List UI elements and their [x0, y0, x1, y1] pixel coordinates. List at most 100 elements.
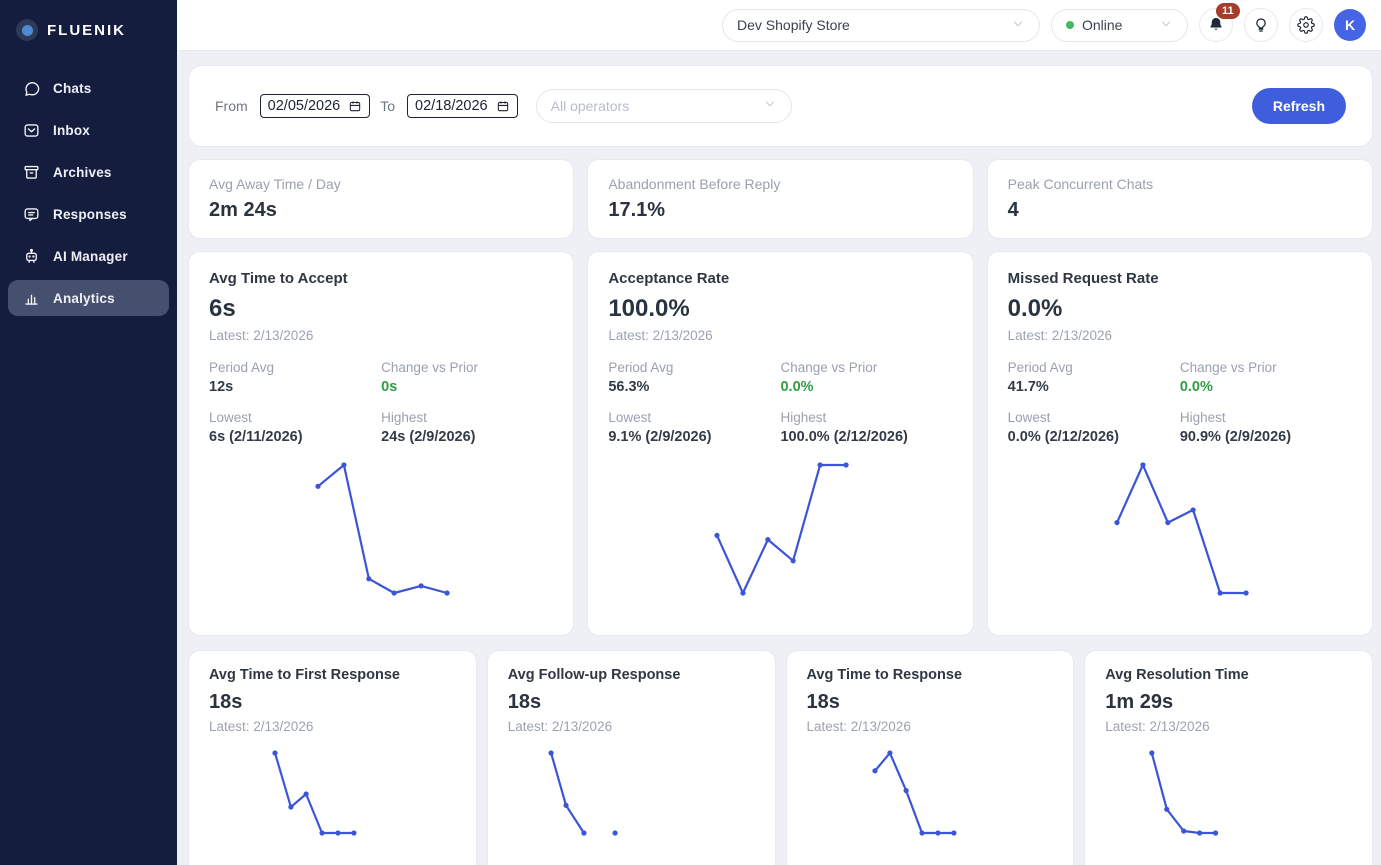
- calendar-icon: [350, 101, 361, 112]
- stat-label: Lowest: [608, 410, 652, 425]
- sidebar-item-label: AI Manager: [53, 248, 128, 264]
- stat-value-change: 0.0%: [1179, 379, 1213, 395]
- lightbulb-icon: [1256, 18, 1266, 32]
- to-label: To: [380, 98, 396, 114]
- stat-label: Highest: [1179, 410, 1226, 425]
- sidebar-nav: Chats Inbox Archives Responses: [0, 70, 177, 316]
- settings-button[interactable]: [1289, 8, 1323, 42]
- sidebar-item-archives[interactable]: Archives: [8, 154, 169, 190]
- sparkline-chart: [1149, 750, 1219, 836]
- gear-icon: [1297, 16, 1315, 34]
- metric-card-acceptance-rate: Acceptance Rate 100.0% Latest: 2/13/2026…: [587, 251, 974, 636]
- summary-label: Peak Concurrent Chats: [1007, 176, 1154, 192]
- summary-card-abandonment: Abandonment Before Reply 17.1%: [587, 159, 974, 239]
- metric-value: 6s: [209, 295, 236, 322]
- sidebar-item-label: Analytics: [53, 290, 115, 306]
- content: From 02/05/2026 To 02/18/2026 All operat…: [177, 51, 1381, 865]
- sparkline-chart: [871, 750, 957, 836]
- stat-label: Lowest: [209, 410, 252, 425]
- sparkline-chart: [1114, 462, 1249, 596]
- metric-stats: Period Avg 12s Change vs Prior 0s Lowest 6s…: [209, 360, 553, 445]
- topbar: Dev Shopify Store Online 11 K: [177, 0, 1381, 51]
- stat-label: Period Avg: [608, 360, 674, 375]
- sidebar: FLUENIK Chats Inbox Archives: [0, 0, 177, 865]
- notifications-button[interactable]: 11: [1199, 3, 1240, 42]
- metric-stats: Period Avg 41.7% Change vs Prior 0.0% Lowe…: [1008, 360, 1352, 445]
- metric-value: 18s: [507, 691, 542, 713]
- metric-title: Missed Request Rate: [1007, 270, 1159, 287]
- mini-card-resolution-time: Avg Resolution Time 1m 29s Latest: 2/13/…: [1084, 650, 1373, 865]
- stat-value: 0.0% (2/12/2026): [1007, 429, 1119, 445]
- summary-label: Avg Away Time / Day: [209, 176, 341, 192]
- from-label: From: [215, 98, 248, 114]
- store-selector-value: Dev Shopify Store: [737, 17, 850, 33]
- refresh-button[interactable]: Refresh: [1251, 88, 1346, 124]
- metric-value: 18s: [209, 691, 243, 713]
- metric-value: 0.0%: [1007, 295, 1063, 322]
- operators-select[interactable]: All operators: [535, 89, 792, 123]
- bar-chart-icon: [22, 289, 41, 308]
- status-selector-value: Online: [1082, 17, 1123, 33]
- metric-card-missed-request-rate: Missed Request Rate 0.0% Latest: 2/13/20…: [986, 251, 1373, 636]
- stat-value: 12s: [209, 379, 234, 395]
- stat-label: Change vs Prior: [780, 360, 878, 375]
- sparkline-chart: [548, 750, 618, 836]
- metric-value: 100.0%: [608, 295, 690, 322]
- store-selector[interactable]: Dev Shopify Store: [722, 8, 1040, 42]
- stat-value-change: 0s: [381, 379, 398, 395]
- summary-card-peak-concurrent: Peak Concurrent Chats 4: [986, 159, 1373, 239]
- stat-value-change: 0.0%: [780, 379, 814, 395]
- sidebar-item-ai-manager[interactable]: AI Manager: [8, 238, 169, 274]
- tips-button[interactable]: [1244, 8, 1278, 42]
- metric-latest: Latest: 2/13/2026: [507, 719, 613, 734]
- summary-label: Abandonment Before Reply: [608, 176, 781, 192]
- robot-icon: [22, 247, 41, 266]
- sparkline-chart: [315, 462, 450, 596]
- summary-value: 17.1%: [608, 199, 666, 221]
- stat-value: 56.3%: [608, 379, 650, 395]
- sidebar-item-label: Chats: [53, 80, 92, 96]
- metric-title: Avg Time to Response: [806, 667, 963, 683]
- chevron-down-icon: [763, 97, 777, 116]
- sidebar-item-analytics[interactable]: Analytics: [8, 280, 169, 316]
- summary-value: 2m 24s: [209, 199, 277, 221]
- metric-title: Avg Time to First Response: [209, 667, 400, 683]
- sparkline-chart: [272, 750, 357, 836]
- stat-label: Change vs Prior: [381, 360, 478, 375]
- operators-placeholder: All operators: [550, 98, 630, 114]
- user-avatar[interactable]: K: [1334, 9, 1366, 41]
- sparkline-chart: [714, 462, 849, 596]
- summary-row: Avg Away Time / Day 2m 24s Abandonment B…: [188, 159, 1373, 239]
- main-area: Dev Shopify Store Online 11 K: [177, 0, 1381, 865]
- to-date-input[interactable]: 02/18/2026: [407, 94, 518, 118]
- chevron-down-icon: [1159, 17, 1173, 34]
- from-date-input[interactable]: 02/05/2026: [259, 94, 371, 118]
- summary-card-avg-away-time: Avg Away Time / Day 2m 24s: [188, 159, 575, 239]
- mini-card-followup-response: Avg Follow-up Response 18s Latest: 2/13/…: [486, 650, 776, 865]
- sidebar-item-label: Archives: [53, 164, 112, 180]
- status-selector[interactable]: Online: [1051, 8, 1188, 42]
- stat-value: 41.7%: [1007, 379, 1049, 395]
- metric-value: 1m 29s: [1105, 691, 1174, 713]
- response-bubble-icon: [22, 205, 41, 224]
- archive-box-icon: [22, 163, 41, 182]
- metric-title: Avg Follow-up Response: [507, 667, 681, 683]
- calendar-icon: [497, 101, 508, 112]
- stat-label: Lowest: [1007, 410, 1051, 425]
- metric-title: Avg Resolution Time: [1105, 667, 1249, 683]
- mini-card-first-response: Avg Time to First Response 18s Latest: 2…: [188, 650, 477, 865]
- sidebar-item-inbox[interactable]: Inbox: [8, 112, 169, 148]
- metric-stats: Period Avg 56.3% Change vs Prior 0.0% Lowe…: [608, 360, 952, 445]
- from-date-value: 02/05/2026: [267, 98, 341, 114]
- brand-name: FLUENIK: [47, 21, 126, 39]
- stat-label: Highest: [780, 410, 827, 425]
- brand-logo-icon: [16, 19, 38, 41]
- sidebar-item-responses[interactable]: Responses: [8, 196, 169, 232]
- stat-value: 90.9% (2/9/2026): [1179, 429, 1292, 445]
- metric-value: 18s: [806, 691, 840, 713]
- metric-latest: Latest: 2/13/2026: [1105, 719, 1210, 734]
- sidebar-item-chats[interactable]: Chats: [8, 70, 169, 106]
- stat-label: Period Avg: [209, 360, 275, 375]
- stat-value: 100.0% (2/12/2026): [780, 429, 908, 445]
